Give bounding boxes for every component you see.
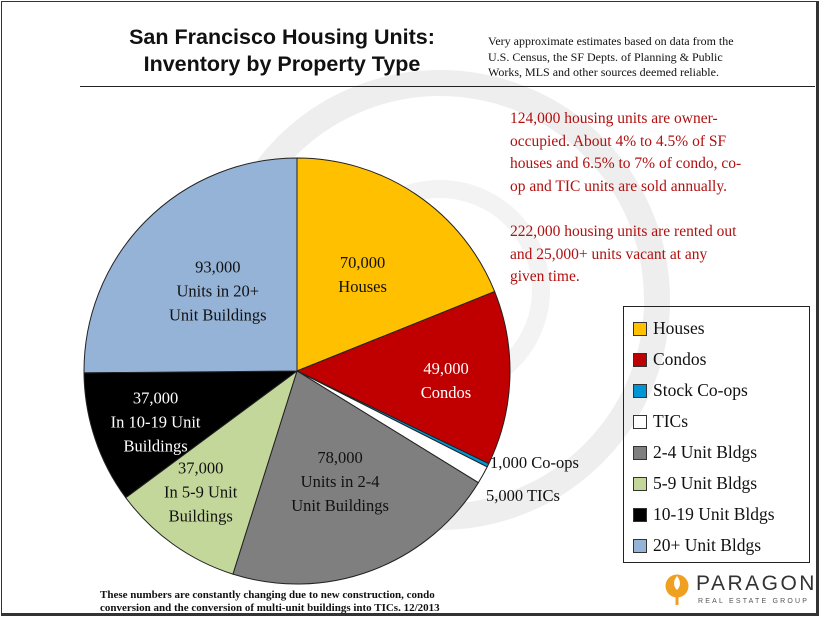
legend-swatch [633, 352, 647, 367]
legend-item: TICs [633, 406, 809, 437]
legend-swatch [633, 321, 647, 336]
annotation-line: 124,000 housing units are owner- [510, 110, 718, 127]
legend-label: 10-19 Unit Bldgs [653, 504, 775, 524]
annotation-line: occupied. About 4% to 4.5% of SF [510, 132, 727, 150]
slice-label: 37,000 [133, 389, 178, 408]
slice-label: Condos [421, 383, 471, 402]
slice-label: Buildings [124, 437, 188, 456]
title-divider [80, 86, 815, 87]
slice-label: In 10-19 Unit [111, 413, 201, 432]
legend-label: Houses [653, 318, 705, 338]
chart-legend: Houses Condos Stock Co-ops TICs 2-4 Unit Bld… [623, 306, 810, 563]
footnote-line: These numbers are constantly changing du… [100, 589, 435, 601]
slice-label: Unit Buildings [169, 306, 267, 325]
annotation-line: and 25,000+ units vacant at any [510, 245, 708, 263]
logo-subtitle: REAL ESTATE GROUP [698, 598, 810, 605]
chart-title-line: Inventory by Property Type [143, 52, 421, 76]
annotation-line: given time. [510, 268, 580, 285]
annotation-line: 222,000 housing units are rented out [510, 223, 737, 240]
logo-name: PARAGON [696, 572, 817, 595]
legend-item: 2-4 Unit Bldgs [633, 437, 809, 468]
legend-swatch [633, 538, 647, 553]
slice-label: Houses [338, 277, 387, 296]
slice-label: In 5-9 Unit [164, 483, 238, 502]
pie-slice-condos [295, 290, 511, 465]
torch-logo-icon [665, 574, 689, 605]
slice-label: Unit Buildings [291, 496, 389, 515]
legend-label: TICs [653, 411, 688, 431]
legend-item: 10-19 Unit Bldgs [633, 499, 809, 530]
legend-item: Stock Co-ops [633, 375, 809, 406]
slice-label: Units in 20+ [176, 282, 259, 301]
slice-label: 70,000 [340, 253, 385, 272]
rental-annotation: 222,000 housing units are rented out and… [510, 221, 810, 289]
pie-slice-houses [296, 157, 496, 372]
slice-label: Units in 2-4 [301, 472, 380, 491]
slice-label: Buildings [169, 507, 233, 526]
pie-slice-2-4-unit-bldgs [232, 370, 480, 585]
legend-label: 2-4 Unit Bldgs [653, 442, 758, 462]
legend-item: Condos [633, 344, 809, 375]
legend-item: 5-9 Unit Bldgs [633, 468, 809, 499]
footnote-line: conversion and the conversion of multi-u… [100, 602, 440, 614]
source-note: Very approximate estimates based on data… [488, 34, 818, 81]
legend-swatch [633, 383, 647, 398]
annotation-line: op and TIC units are sold annually. [510, 177, 727, 195]
source-note-line: Works, MLS and other sources deemed reli… [488, 65, 719, 79]
slice-label: 78,000 [317, 448, 362, 467]
annotation-line: houses and 6.5% to 7% of condo, co- [510, 155, 742, 172]
legend-label: 20+ Unit Bldgs [653, 535, 762, 555]
chart-title-line: San Francisco Housing Units: [129, 25, 435, 49]
pie-slice-20-unit-bldgs [83, 157, 298, 374]
legend-swatch [633, 414, 647, 429]
pie-slice-5-9-unit-bldgs [125, 369, 298, 575]
slice-label: 1,000 Co-ops [490, 453, 579, 472]
slice-label: 5,000 TICs [486, 486, 560, 505]
slice-label: 49,000 [423, 359, 468, 378]
chart-title: San Francisco Housing Units: Inventory b… [92, 24, 472, 78]
slice-label: 93,000 [195, 258, 240, 277]
footnote: These numbers are constantly changing du… [100, 589, 520, 615]
legend-label: Condos [653, 349, 707, 369]
legend-item: 20+ Unit Bldgs [633, 530, 809, 561]
source-note-line: U.S. Census, the SF Depts. of Planning &… [488, 49, 723, 64]
legend-label: Stock Co-ops [653, 380, 748, 400]
legend-label: 5-9 Unit Bldgs [653, 473, 758, 493]
pie-slice-10-19-unit-bldgs [83, 370, 299, 499]
paragon-logo: PARAGON REAL ESTATE GROUP [664, 571, 814, 611]
legend-swatch [633, 476, 647, 491]
legend-swatch [633, 445, 647, 460]
legend-swatch [633, 507, 647, 522]
slice-label: 37,000 [178, 459, 223, 478]
owner-occupied-annotation: 124,000 housing units are owner- occupie… [510, 108, 810, 198]
source-note-line: Very approximate estimates based on data… [488, 34, 734, 48]
legend-item: Houses [633, 313, 809, 344]
